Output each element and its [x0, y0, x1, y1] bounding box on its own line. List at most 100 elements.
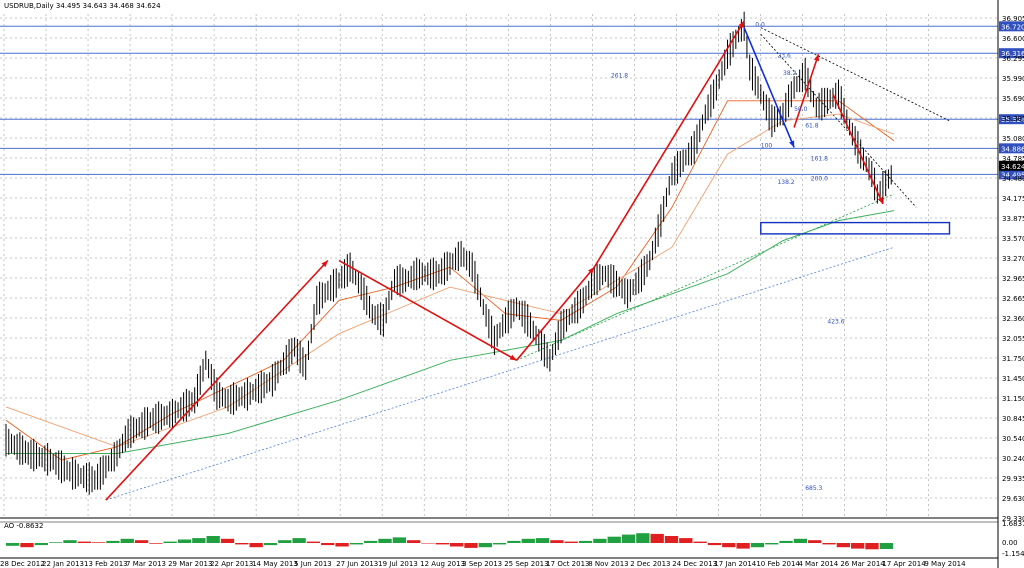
x-date-label: 17 Apr 2014: [882, 560, 926, 568]
osc-bar: [206, 536, 220, 543]
support-trendline-2: [516, 193, 895, 361]
osc-bar: [621, 534, 636, 543]
x-date-label: 9 May 2014: [924, 560, 966, 568]
osc-bar: [879, 543, 893, 550]
wave-arrow-head: [877, 196, 883, 204]
y-tick-label: 30.240: [1002, 455, 1024, 463]
osc-bar: [636, 533, 650, 543]
osc-bar: [34, 543, 48, 546]
fib-label: 138.2: [777, 179, 794, 186]
y-tick-label: 31.450: [1002, 375, 1024, 383]
x-date-label: 17 Oct 2013: [546, 560, 589, 568]
osc-bar: [134, 540, 149, 543]
level-tag-label: 34.886: [1001, 145, 1024, 153]
osc-bar: [392, 537, 407, 543]
osc-bar: [91, 542, 106, 543]
fib-label: 685.3: [805, 485, 822, 492]
y-tick-label: 35.385: [1002, 115, 1024, 123]
osc-bar: [421, 543, 435, 544]
osc-bar: [321, 543, 335, 546]
osc-bar: [249, 543, 263, 548]
fib-label: 200.0: [811, 176, 828, 183]
wave-arrow: [515, 266, 595, 361]
osc-bar: [564, 541, 578, 543]
resistance-trendline-2: [760, 34, 917, 208]
y-tick-label: 35.990: [1002, 75, 1024, 83]
osc-bar: [335, 543, 349, 547]
osc-bar: [292, 538, 306, 543]
x-date-label: 27 Jun 2013: [336, 560, 378, 568]
support-trendline: [105, 246, 895, 501]
y-tick-label: 31.750: [1002, 355, 1024, 363]
level-tag: [999, 48, 1024, 59]
x-date-label: 17 Jan 2014: [714, 560, 757, 568]
osc-y-tick-label: 0.00: [1002, 539, 1018, 547]
x-date-label: 10 Feb 2014: [756, 560, 800, 568]
level-tag-label: 36.316: [1001, 50, 1024, 58]
y-tick-label: 29.935: [1002, 475, 1024, 483]
osc-bar: [149, 543, 163, 544]
y-tick-label: 36.905: [1002, 15, 1024, 23]
osc-bar: [808, 540, 822, 543]
osc-bar: [779, 540, 793, 543]
fib-label: 50.0: [794, 106, 808, 113]
level-tag: [999, 114, 1024, 125]
y-tick-label: 33.270: [1002, 255, 1024, 263]
osc-bar: [435, 543, 449, 545]
x-date-label: 2 Dec 2013: [630, 560, 670, 568]
resistance-trendline: [760, 27, 950, 122]
osc-bar: [478, 543, 492, 548]
osc-bar: [836, 543, 851, 548]
x-date-label: 7 Mar 2013: [126, 560, 166, 568]
y-tick-label: 29.330: [1002, 515, 1024, 523]
y-tick-label: 36.600: [1002, 35, 1024, 43]
osc-bar: [535, 538, 550, 543]
x-date-label: 4 Mar 2014: [798, 560, 838, 568]
y-tick-label: 29.630: [1002, 495, 1024, 503]
osc-bar: [851, 543, 865, 549]
osc-bar: [722, 543, 736, 548]
osc-bar: [235, 543, 249, 545]
last-price-tag: [999, 160, 1024, 171]
osc-bar: [77, 541, 91, 543]
x-date-label: 19 Jul 2013: [378, 560, 418, 568]
wave-arrow-head: [789, 140, 795, 148]
osc-bar: [220, 538, 235, 543]
level-tag: [999, 169, 1024, 180]
level-tag-label: 36.720: [1001, 23, 1024, 31]
fib-label: 161.8: [811, 156, 828, 163]
osc-bar: [793, 538, 808, 543]
x-date-label: 5 Jun 2013: [294, 560, 332, 568]
x-date-label: 28 Dec 2012: [0, 560, 45, 568]
x-date-label: 13 Feb 2013: [84, 560, 128, 568]
y-tick-label: 30.540: [1002, 435, 1024, 443]
wave-arrow-head: [813, 54, 820, 62]
oscillator-label: AO -0.8632: [4, 522, 43, 530]
osc-bar: [607, 536, 621, 543]
osc-bar: [822, 543, 836, 545]
wave-arrow: [793, 54, 820, 128]
osc-bar: [521, 538, 535, 543]
wave-arrow: [832, 93, 884, 205]
level-tag-label: 34.495: [1001, 171, 1024, 179]
level-tag: [999, 21, 1024, 32]
osc-bar: [120, 538, 134, 543]
y-tick-label: 34.785: [1002, 155, 1024, 163]
wave-arrow: [338, 259, 517, 362]
x-date-label: 29 Mar 2013: [168, 560, 212, 568]
x-date-label: 14 May 2013: [252, 560, 298, 568]
osc-bar: [507, 540, 521, 543]
last-price-label: 34.624: [1001, 163, 1024, 171]
level-tag-label: 35.324: [1001, 116, 1024, 124]
osc-bar: [349, 543, 364, 545]
x-date-label: 24 Dec 2013: [672, 560, 717, 568]
osc-bar: [192, 538, 206, 543]
osc-bar: [177, 539, 192, 543]
osc-y-tick-label: 1.6837: [1002, 520, 1024, 528]
x-date-label: 12 Aug 2013: [420, 560, 465, 568]
osc-bar: [693, 541, 707, 543]
osc-bar: [378, 538, 392, 543]
wave-arrow-head: [509, 354, 517, 361]
